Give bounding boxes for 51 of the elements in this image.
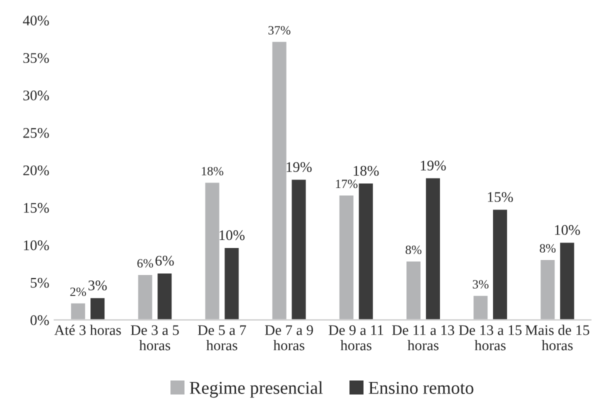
bar bbox=[290, 178, 308, 320]
bar bbox=[338, 194, 355, 320]
bar bbox=[89, 296, 106, 320]
data-label: 15% bbox=[488, 192, 513, 202]
legend-label: Ensino remoto bbox=[368, 382, 474, 394]
y-tick-label: 25% bbox=[23, 128, 49, 138]
y-tick-label: 30% bbox=[23, 90, 49, 100]
y-tick-label: 0% bbox=[30, 315, 49, 326]
data-label: 6% bbox=[156, 256, 174, 266]
x-tick-label: De 3 a 5 horas bbox=[130, 325, 179, 350]
bar bbox=[357, 182, 374, 320]
x-tick-label: De 7 a 9 horas bbox=[264, 325, 313, 350]
y-tick-label: 15% bbox=[24, 202, 49, 213]
bar bbox=[539, 258, 556, 320]
y-tick-label: 35% bbox=[23, 53, 49, 63]
x-tick-label: De 11 a 13 horas bbox=[392, 325, 454, 350]
y-tick-label: 20% bbox=[23, 165, 49, 176]
data-label: 10% bbox=[555, 225, 580, 235]
y-tick-label: 5% bbox=[30, 278, 49, 288]
x-tick-label: Até 3 horas bbox=[54, 324, 121, 336]
legend-label: Regime presencial bbox=[190, 381, 323, 398]
data-label: 6% bbox=[137, 259, 154, 268]
bar bbox=[136, 274, 154, 320]
bar bbox=[558, 241, 576, 320]
bar bbox=[424, 176, 442, 320]
y-tick-label: 40% bbox=[22, 16, 49, 26]
bar bbox=[156, 272, 174, 320]
x-tick-label: De 5 a 7 horas bbox=[198, 325, 246, 350]
bar bbox=[492, 208, 508, 320]
data-label: 18% bbox=[354, 166, 379, 176]
data-label: 17% bbox=[336, 180, 358, 188]
data-label: 10% bbox=[220, 230, 245, 240]
data-label: 19% bbox=[286, 162, 312, 172]
data-label: 37% bbox=[268, 26, 290, 35]
y-tick-label: 10% bbox=[24, 240, 49, 250]
data-label: 18% bbox=[202, 166, 224, 176]
data-label: 3% bbox=[88, 280, 107, 290]
bar bbox=[270, 40, 288, 320]
bar bbox=[405, 260, 422, 320]
x-tick-label: De 9 a 11 horas bbox=[328, 325, 384, 350]
bar bbox=[223, 246, 240, 320]
bar bbox=[70, 302, 86, 320]
data-label: 3% bbox=[472, 280, 488, 289]
bar bbox=[472, 294, 489, 320]
data-label: 8% bbox=[540, 244, 556, 253]
bar bbox=[204, 181, 221, 320]
x-tick-label: Mais de 15 horas bbox=[525, 324, 590, 350]
data-label: 2% bbox=[70, 288, 86, 296]
x-tick-label: De 13 a 15 horas bbox=[458, 325, 522, 350]
data-label: 8% bbox=[406, 246, 422, 254]
data-label: 19% bbox=[420, 160, 446, 171]
